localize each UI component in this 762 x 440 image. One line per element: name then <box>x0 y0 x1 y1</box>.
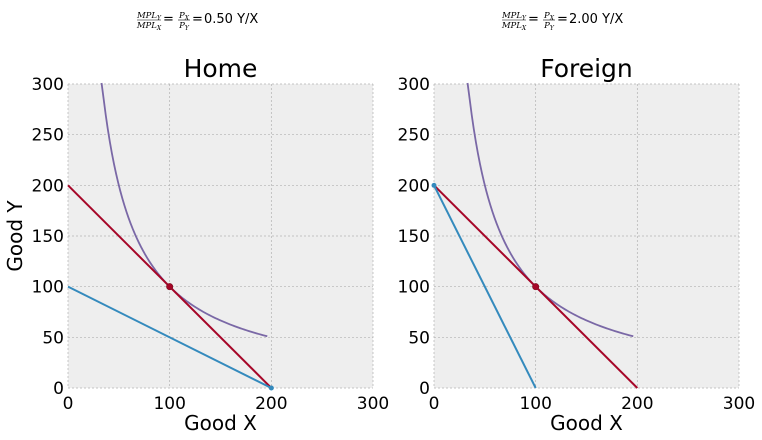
panel-1-endpoint-marker <box>268 385 274 391</box>
panel-1-equals-2: = <box>192 12 203 27</box>
panel-2-rhs-numerator-main: P <box>543 11 550 21</box>
panel-2-formula-value: 2.00 Y/X <box>569 12 623 27</box>
panel-1-lhs-numerator-main: MPL <box>136 11 157 21</box>
panel-1-line-blue <box>67 285 272 389</box>
panel-2-title: Foreign <box>540 54 633 83</box>
panel-2-y-tick-label: 300 <box>398 75 430 95</box>
panel-1-rhs-denominator-sub: Y <box>185 25 190 32</box>
panel-2-rhs-numerator: PX <box>543 11 555 22</box>
panel-2: 0 50 100 150 200 250 300 0 100 200 300 Foreign Good … <box>398 11 756 435</box>
panel-2-y-tick-label: 200 <box>398 176 430 196</box>
panel-2-x-tick-label: 0 <box>429 394 440 414</box>
panel-1-indifference-curve <box>100 82 268 338</box>
panel-2-tangency-marker <box>532 283 540 291</box>
panel-2-lhs-denominator-sub: X <box>521 25 527 32</box>
panel-1-lhs-numerator: MPLY <box>136 11 162 22</box>
panel-1-rhs-numerator-sub: X <box>184 15 190 22</box>
panel-2-y-tick-label: 50 <box>408 328 430 348</box>
panel-1-lhs-denominator-main: MPL <box>136 21 157 31</box>
panel-2-y-tick-label: 150 <box>398 227 430 247</box>
panel-2-rhs-numerator-sub: X <box>549 15 555 22</box>
panel-1: 0 50 100 150 200 250 300 0 100 200 300 Home Good X Go… <box>3 11 389 435</box>
panel-1-x-tick-label: 300 <box>357 394 389 414</box>
panel-1-y-tick-label: 50 <box>42 328 64 348</box>
panel-2-indifference-curve <box>466 82 634 338</box>
panel-1-y-tick-label: 0 <box>53 379 64 399</box>
panel-2-y-tick-label: 0 <box>419 379 430 399</box>
panel-2-line-blue <box>433 184 537 389</box>
panel-2-endpoint-marker <box>431 182 437 188</box>
panel-1-y-axis-label: Good Y <box>3 200 27 272</box>
panel-2-equals-1: = <box>528 12 539 27</box>
panel-1-y-tick-label: 200 <box>32 176 64 196</box>
panel-1-y-tick-label: 100 <box>32 278 64 298</box>
panel-2-rhs-denominator-main: P <box>543 21 550 31</box>
panel-2-y-tick-label: 250 <box>398 126 430 146</box>
panel-1-x-tick-label: 0 <box>63 394 74 414</box>
panel-2-rhs-denominator: PY <box>543 21 555 32</box>
panel-2-x-tick-label: 100 <box>519 394 551 414</box>
panel-2-x-tick-label: 200 <box>621 394 653 414</box>
panel-1-lhs-denominator-sub: X <box>156 25 162 32</box>
panel-2-lhs-numerator-main: MPL <box>501 11 522 21</box>
panel-2-lhs-denominator: MPLX <box>501 21 527 32</box>
panel-2-equals-2: = <box>557 12 568 27</box>
panel-2-lhs-denominator-main: MPL <box>501 21 522 31</box>
panel-1-lhs-numerator-sub: Y <box>157 15 162 22</box>
panel-1-rhs-denominator-main: P <box>178 21 185 31</box>
panel-2-x-tick-label: 300 <box>723 394 755 414</box>
panel-1-y-tick-label: 300 <box>32 75 64 95</box>
panel-1-x-tick-label: 200 <box>255 394 287 414</box>
panel-1-y-tick-label: 250 <box>32 126 64 146</box>
panel-1-x-tick-label: 100 <box>153 394 185 414</box>
panel-2-y-tick-label: 100 <box>398 278 430 298</box>
panel-1-y-tick-label: 150 <box>32 227 64 247</box>
panel-1-x-axis-label: Good X <box>184 411 257 435</box>
panel-2-x-axis-label: Good X <box>550 411 623 435</box>
panel-2-lhs-numerator-sub: Y <box>522 15 527 22</box>
panel-1-formula-value: 0.50 Y/X <box>204 12 258 27</box>
panel-1-rhs-numerator-main: P <box>178 11 185 21</box>
panel-1-title: Home <box>184 54 258 83</box>
panel-1-rhs-denominator: PY <box>178 21 190 32</box>
panel-2-rhs-denominator-sub: Y <box>550 25 555 32</box>
panel-1-lhs-denominator: MPLX <box>136 21 162 32</box>
panel-1-equals-1: = <box>163 12 174 27</box>
panel-1-rhs-numerator: PX <box>178 11 190 22</box>
panel-1-tangency-marker <box>166 283 174 291</box>
panel-2-lhs-numerator: MPLY <box>501 11 527 22</box>
